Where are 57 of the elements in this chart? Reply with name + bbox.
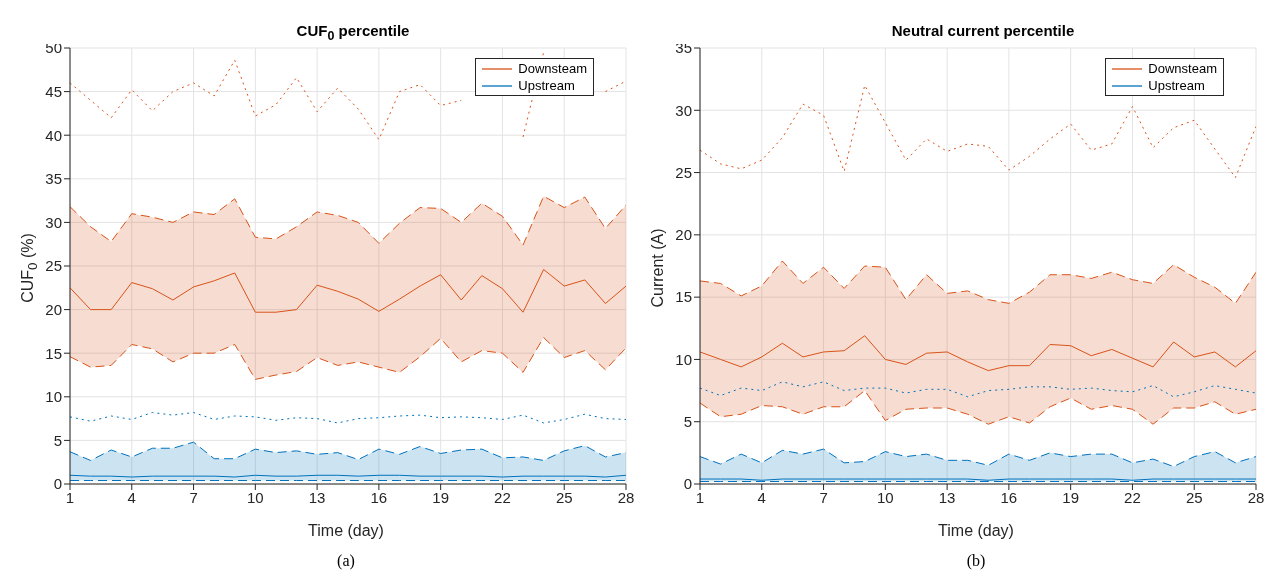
x-tick-label: 4 — [757, 488, 766, 506]
x-tick-label: 7 — [819, 488, 828, 506]
y-tick-label: 25 — [675, 163, 692, 181]
text: (b) — [965, 552, 987, 570]
legend-label: Downsteam — [518, 60, 587, 77]
x-tick-label: 19 — [1062, 488, 1080, 506]
x-tick-label: 28 — [617, 488, 635, 506]
y-tick-label: 40 — [45, 126, 62, 144]
line-series — [700, 448, 1256, 468]
x-tick-label: 1 — [65, 488, 75, 506]
line-series — [70, 195, 626, 246]
x-tick-label: 25 — [555, 488, 573, 506]
x-tick-label: 4 — [127, 488, 136, 506]
y-tick-label: 5 — [53, 431, 62, 449]
x-axis-title: Time (day) — [307, 522, 385, 540]
y-tick-label: 25 — [45, 257, 62, 275]
y-tick-label: 20 — [45, 300, 62, 318]
y-tick-label: 30 — [45, 213, 62, 231]
line-series — [700, 390, 1256, 425]
y-tick-label: 30 — [675, 101, 692, 119]
legend-label: Upstream — [518, 77, 575, 94]
y-tick-label: 5 — [683, 413, 692, 431]
line-series — [70, 268, 626, 313]
x-tick-label: 22 — [1124, 488, 1141, 506]
line-series — [70, 337, 626, 380]
legend-label: Downsteam — [1148, 60, 1217, 77]
x-tick-label: 16 — [370, 488, 388, 506]
x-tick-label: 25 — [1185, 488, 1203, 506]
text: (a) — [336, 552, 356, 570]
legend-label: Upstream — [1148, 77, 1205, 94]
y-tick-label: 45 — [45, 82, 62, 100]
line-series — [700, 335, 1256, 372]
y-tick-label: 10 — [45, 388, 62, 406]
x-axis-title: Time (day) — [937, 522, 1015, 540]
x-tick-label: 13 — [938, 488, 956, 506]
line-series — [70, 412, 626, 424]
line-series — [700, 381, 1256, 398]
y-tick-label: 10 — [675, 350, 692, 368]
y-tick-label: 15 — [45, 344, 62, 362]
x-tick-label: 10 — [876, 488, 894, 506]
x-tick-label: 19 — [432, 488, 450, 506]
y-tick-label: 0 — [53, 475, 62, 493]
chart-title: Neutral current percentile — [890, 22, 1076, 39]
line-series — [700, 260, 1256, 304]
y-tick-label: 20 — [675, 226, 692, 244]
x-tick-label: 16 — [1000, 488, 1018, 506]
x-tick-label: 1 — [695, 488, 705, 506]
x-tick-label: 10 — [246, 488, 264, 506]
y-axis-title: Current (A) — [649, 228, 666, 308]
y-tick-label: 15 — [675, 288, 692, 306]
chart-title: CUF$_{0}$ percentile — [295, 22, 411, 43]
x-tick-label: 28 — [1247, 488, 1265, 506]
x-tick-label: 7 — [189, 488, 198, 506]
y-tick-label: 35 — [45, 170, 62, 188]
y-tick-label: 0 — [683, 475, 692, 493]
x-tick-label: 22 — [494, 488, 511, 506]
x-tick-label: 13 — [308, 488, 326, 506]
